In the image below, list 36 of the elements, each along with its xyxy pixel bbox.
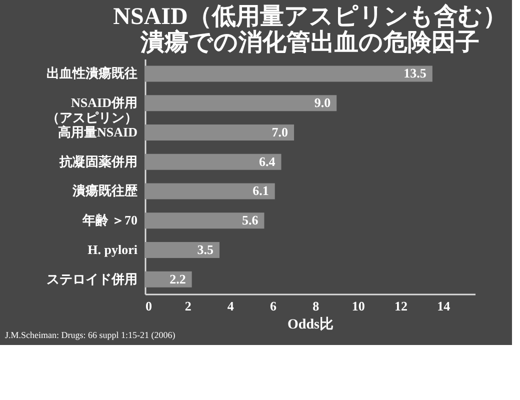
data-label: 6.4 — [259, 154, 276, 169]
bar — [145, 95, 337, 112]
y-tick-label: H. pylori — [88, 242, 138, 257]
bar — [145, 154, 282, 170]
x-tick-label: 6 — [270, 298, 277, 314]
bar — [145, 271, 192, 288]
data-label: 2.2 — [170, 271, 186, 286]
text: 潰瘍での消化管出血の危険因子 — [140, 30, 480, 56]
bar — [145, 66, 432, 82]
data-label: 9.0 — [314, 95, 331, 110]
y-tick-label: 出血性潰瘍既往 — [46, 66, 138, 81]
x-tick-label: 2 — [184, 298, 192, 314]
x-tick-label: 0 — [146, 298, 152, 314]
y-tick-label: 抗凝固薬併用 — [58, 154, 138, 169]
text: NSAID（低用量アスピリンも含む） — [113, 4, 507, 30]
text: J.M.Scheiman: Drugs: 66 suppl 1:15-21 (2006) — [5, 330, 176, 340]
bar — [145, 183, 275, 200]
y-tick-label: 高用量NSAID — [58, 124, 138, 140]
x-tick-label: 10 — [352, 298, 365, 314]
data-label: 13.5 — [404, 66, 427, 81]
y-tick-label: ステロイド併用 — [46, 271, 138, 286]
data-label: 5.6 — [242, 212, 259, 228]
y-tick-label: 潰瘍既往歴 — [72, 183, 138, 198]
bar — [145, 212, 264, 229]
data-label: 7.0 — [272, 124, 288, 140]
x-axis-title: Odds比 — [288, 316, 334, 332]
y-tick-label: NSAID併用（アスピリン） — [46, 95, 138, 126]
bar — [145, 124, 294, 140]
x-tick-label: 14 — [437, 298, 451, 314]
x-tick-label: 12 — [394, 298, 408, 314]
x-tick-label: 8 — [312, 298, 320, 314]
x-tick-label: 4 — [227, 298, 234, 314]
data-label: 3.5 — [197, 242, 214, 257]
y-tick-label: 年齢 ＞70 — [81, 212, 138, 228]
data-label: 6.1 — [252, 183, 269, 198]
bar — [145, 242, 220, 258]
